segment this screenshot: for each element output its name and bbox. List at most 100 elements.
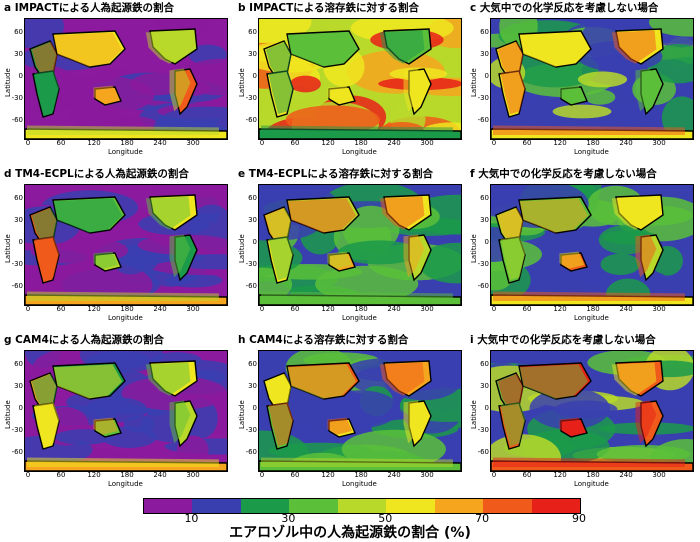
y-ticks: 60 30 0 -30 -60 (243, 184, 257, 304)
y-ticks: 60 30 0 -30 -60 (475, 184, 489, 304)
y-tick-label: 0 (252, 72, 257, 80)
colorbar-label: エアロゾル中の人為起源鉄の割合 (%) (229, 525, 471, 541)
y-tick-label: -60 (245, 116, 257, 124)
x-tick-label: 240 (619, 139, 633, 147)
y-tick-label: -30 (11, 94, 23, 102)
y-tick-label: 0 (484, 238, 489, 246)
panel-title: e TM4-ECPLによる溶存鉄に対する割合 (238, 168, 434, 180)
x-tick-label: 240 (153, 139, 167, 147)
x-tick-label: 60 (56, 471, 66, 479)
y-ticks: 60 30 0 -30 -60 (243, 18, 257, 138)
x-axis-label: Longitude (108, 314, 143, 322)
x-tick-label: 180 (586, 139, 600, 147)
map-panel: e TM4-ECPLによる溶存鉄に対する割合 Latitude 60 30 0 -30 -6… (238, 168, 462, 326)
colorbar-ticks: 10 30 50 70 90 (143, 512, 586, 526)
x-tick-label: 240 (387, 139, 401, 147)
x-tick-label: 0 (25, 305, 31, 313)
y-tick-label: 30 (248, 216, 257, 224)
map-image (24, 18, 228, 140)
x-tick-label: 120 (321, 139, 335, 147)
colorbar (143, 498, 581, 514)
map-image (258, 350, 462, 472)
y-tick-label: 30 (480, 216, 489, 224)
x-tick-label: 120 (321, 305, 335, 313)
colorbar-segment (434, 499, 484, 513)
map-image (490, 350, 694, 472)
map-image (258, 18, 462, 140)
x-tick-label: 180 (586, 305, 600, 313)
map-panel: b IMPACTによる溶存鉄に対する割合 Latitude 60 30 0 -30 -60 0… (238, 2, 462, 160)
x-tick-label: 240 (387, 305, 401, 313)
x-tick-label: 0 (259, 139, 265, 147)
x-tick-label: 240 (153, 471, 167, 479)
panel-title: i 大気中での化学反応を考慮しない場合 (470, 334, 656, 346)
x-axis-label: Longitude (342, 314, 377, 322)
y-tick-label: 0 (252, 404, 257, 412)
x-tick-label: 0 (25, 139, 31, 147)
map-image (490, 184, 694, 306)
y-tick-label: 60 (14, 194, 23, 202)
colorbar-segment (192, 499, 241, 513)
colorbar-tick-label: 90 (572, 512, 586, 525)
x-tick-label: 60 (290, 471, 300, 479)
y-tick-label: 0 (484, 404, 489, 412)
colorbar-segment (289, 499, 338, 513)
y-tick-label: 60 (480, 360, 489, 368)
y-tick-label: 30 (248, 50, 257, 58)
x-tick-label: 300 (652, 305, 666, 313)
y-ticks: 60 30 0 -30 -60 (475, 18, 489, 138)
y-ticks: 60 30 0 -30 -60 (475, 350, 489, 470)
y-tick-label: -30 (477, 94, 489, 102)
x-tick-label: 60 (522, 305, 532, 313)
y-tick-label: 30 (248, 382, 257, 390)
y-ticks: 60 30 0 -30 -60 (9, 18, 23, 138)
y-tick-label: -30 (245, 260, 257, 268)
y-tick-label: 30 (480, 382, 489, 390)
x-tick-label: 120 (87, 471, 101, 479)
map-panel: d TM4-ECPLによる人為起源鉄の割合 Latitude 60 30 0 -30 -60… (4, 168, 228, 326)
y-tick-label: 30 (14, 382, 23, 390)
y-tick-label: -60 (245, 282, 257, 290)
x-tick-label: 120 (321, 471, 335, 479)
y-tick-label: -60 (11, 282, 23, 290)
y-tick-label: 60 (248, 360, 257, 368)
map-panel: a IMPACTによる人為起源鉄の割合 Latitude 60 30 0 -30 -60 0 6… (4, 2, 228, 160)
x-axis-label: Longitude (574, 480, 609, 488)
x-tick-label: 0 (25, 471, 31, 479)
y-tick-label: 60 (14, 28, 23, 36)
x-tick-label: 0 (491, 305, 497, 313)
y-tick-label: -30 (11, 260, 23, 268)
map-image (258, 184, 462, 306)
y-tick-label: -30 (245, 94, 257, 102)
map-panel: i 大気中での化学反応を考慮しない場合 Latitude 60 30 0 -30 -60 0 6… (470, 334, 694, 492)
x-tick-label: 0 (259, 471, 265, 479)
x-axis-label: Longitude (342, 480, 377, 488)
y-tick-label: -30 (11, 426, 23, 434)
colorbar-segment (483, 499, 532, 513)
x-tick-label: 300 (186, 139, 200, 147)
colorbar-tick-label: 50 (378, 512, 393, 525)
x-tick-label: 240 (619, 305, 633, 313)
x-tick-label: 60 (56, 139, 66, 147)
y-tick-label: -60 (11, 448, 23, 456)
x-tick-label: 0 (491, 139, 497, 147)
colorbar-segment (144, 499, 193, 513)
map-panel: h CAM4による溶存鉄に対する割合 Latitude 60 30 0 -30 -60 0 60… (238, 334, 462, 492)
map-image (490, 18, 694, 140)
x-axis-label: Longitude (574, 314, 609, 322)
map-panel: f 大気中での化学反応を考慮しない場合 Latitude 60 30 0 -30 -60 0 6… (470, 168, 694, 326)
x-tick-label: 60 (56, 305, 66, 313)
x-tick-label: 300 (186, 305, 200, 313)
x-tick-label: 60 (290, 305, 300, 313)
x-tick-label: 60 (522, 139, 532, 147)
y-ticks: 60 30 0 -30 -60 (9, 350, 23, 470)
y-ticks: 60 30 0 -30 -60 (9, 184, 23, 304)
panel-title: h CAM4による溶存鉄に対する割合 (238, 334, 409, 346)
x-tick-label: 180 (354, 471, 368, 479)
y-tick-label: -60 (477, 116, 489, 124)
y-tick-label: 30 (480, 50, 489, 58)
y-tick-label: -30 (477, 426, 489, 434)
x-axis-label: Longitude (342, 148, 377, 156)
x-tick-label: 300 (186, 471, 200, 479)
y-tick-label: -60 (477, 448, 489, 456)
